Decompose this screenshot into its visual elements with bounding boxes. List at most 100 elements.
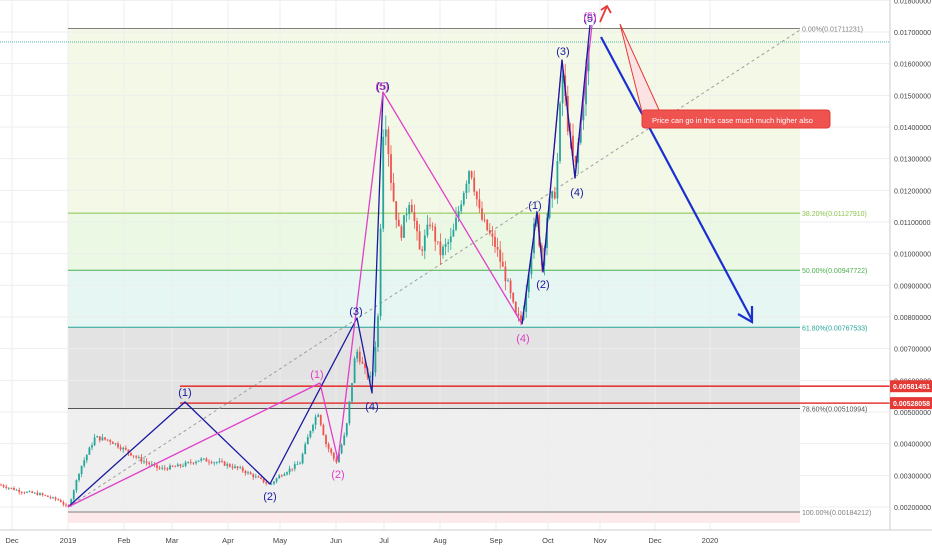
wave-label-blue: (1): [528, 200, 541, 212]
candle-body: [410, 204, 413, 213]
candle-body: [384, 129, 387, 137]
candle-body: [418, 231, 421, 250]
wave-label-pink: (5): [375, 81, 388, 93]
candle-body: [257, 476, 260, 478]
candle-body: [127, 449, 130, 453]
candle-body: [332, 452, 335, 459]
candle-body: [327, 444, 330, 449]
fib-label: 100.00%(0.00184212): [802, 510, 871, 517]
x-tick-label: Dec: [648, 536, 662, 545]
price-tag-box: [890, 380, 932, 393]
candle-body: [150, 464, 153, 465]
candle-body: [7, 487, 10, 489]
y-tick-label: 0.01400000: [894, 125, 931, 132]
wave-label-pink: (1): [310, 369, 323, 381]
candle-body: [343, 435, 346, 445]
fib-band: [68, 408, 800, 512]
candle-body: [275, 478, 278, 482]
x-tick-label: May: [273, 536, 287, 545]
candle-body: [455, 217, 457, 230]
candle-body: [304, 444, 307, 454]
candle-body: [348, 401, 351, 424]
fib-label: 0.00%(0.01711231): [802, 26, 863, 33]
candle-body: [39, 493, 41, 496]
x-tick-label: 2020: [702, 536, 719, 545]
candle-body: [75, 480, 78, 491]
candle-body: [132, 455, 135, 457]
y-tick-label: 0.01700000: [894, 30, 931, 37]
candle-body: [72, 490, 75, 500]
candle-body: [221, 461, 223, 462]
candle-body: [0, 484, 2, 486]
candle-body: [234, 466, 236, 468]
candle-body: [553, 191, 556, 199]
candle-body: [286, 472, 288, 475]
candle-body: [78, 473, 80, 481]
candle-body: [109, 440, 112, 442]
candle-body: [434, 226, 437, 242]
candle-body: [244, 471, 247, 474]
candle-body: [364, 363, 366, 369]
candle-body: [361, 361, 364, 364]
candle-body: [49, 496, 52, 498]
callout-text: Price can go in this case much much high…: [652, 116, 813, 125]
y-tick-label: 0.00800000: [894, 315, 931, 322]
candle-body: [338, 453, 340, 463]
candle-body: [322, 424, 325, 436]
candle-body: [231, 466, 234, 468]
candle-body: [408, 204, 411, 215]
candle-body: [59, 500, 62, 503]
candle-body: [465, 183, 468, 193]
candle-body: [205, 458, 208, 462]
candle-body: [80, 465, 83, 474]
candle-body: [444, 243, 447, 247]
wave-label-blue: (4): [365, 401, 378, 413]
wave-label-blue: (3): [349, 306, 362, 318]
candle-body: [340, 444, 343, 454]
candle-body: [306, 437, 309, 445]
candle-body: [156, 464, 158, 468]
candle-body: [114, 443, 117, 445]
projection-arrow-head: [737, 306, 754, 324]
x-tick-label: Mar: [166, 536, 179, 545]
candle-body: [101, 437, 104, 441]
candle-body: [249, 472, 252, 475]
candle-body: [288, 468, 291, 473]
candle-body: [239, 467, 242, 469]
candle-body: [260, 477, 262, 479]
candle-body: [403, 215, 405, 238]
x-tick-label: Sep: [489, 536, 502, 545]
candle-body: [293, 464, 296, 469]
candle-body: [223, 461, 226, 466]
candle-body: [166, 468, 169, 470]
red-up-arrow-head: [600, 4, 612, 14]
candle-body: [397, 219, 400, 227]
candle-body: [197, 460, 200, 462]
candle-body: [429, 224, 431, 226]
candle-body: [200, 458, 203, 461]
candle-body: [312, 424, 314, 431]
background-layer: [68, 28, 800, 523]
x-tick-label: Jul: [379, 536, 389, 545]
candle-body: [169, 465, 171, 470]
candle-body: [104, 437, 106, 440]
candle-body: [65, 504, 67, 506]
grid-layer: [0, 0, 890, 530]
candle-body: [296, 464, 299, 465]
candle-body: [483, 219, 486, 221]
candle-body: [189, 461, 192, 463]
x-tick-label: Nov: [593, 536, 607, 545]
candle-body: [41, 493, 44, 495]
y-tick-label: 0.00500000: [894, 410, 931, 417]
x-tick-label: Oct: [542, 536, 555, 545]
y-tick-label: 0.00900000: [894, 283, 931, 290]
candle-body: [473, 177, 476, 192]
candle-body: [520, 315, 522, 320]
candle-body: [88, 447, 91, 455]
candle-body: [530, 253, 533, 275]
price-tag-label: 0.00581451: [893, 384, 930, 391]
candle-body: [369, 375, 372, 378]
candle-body: [478, 199, 481, 209]
